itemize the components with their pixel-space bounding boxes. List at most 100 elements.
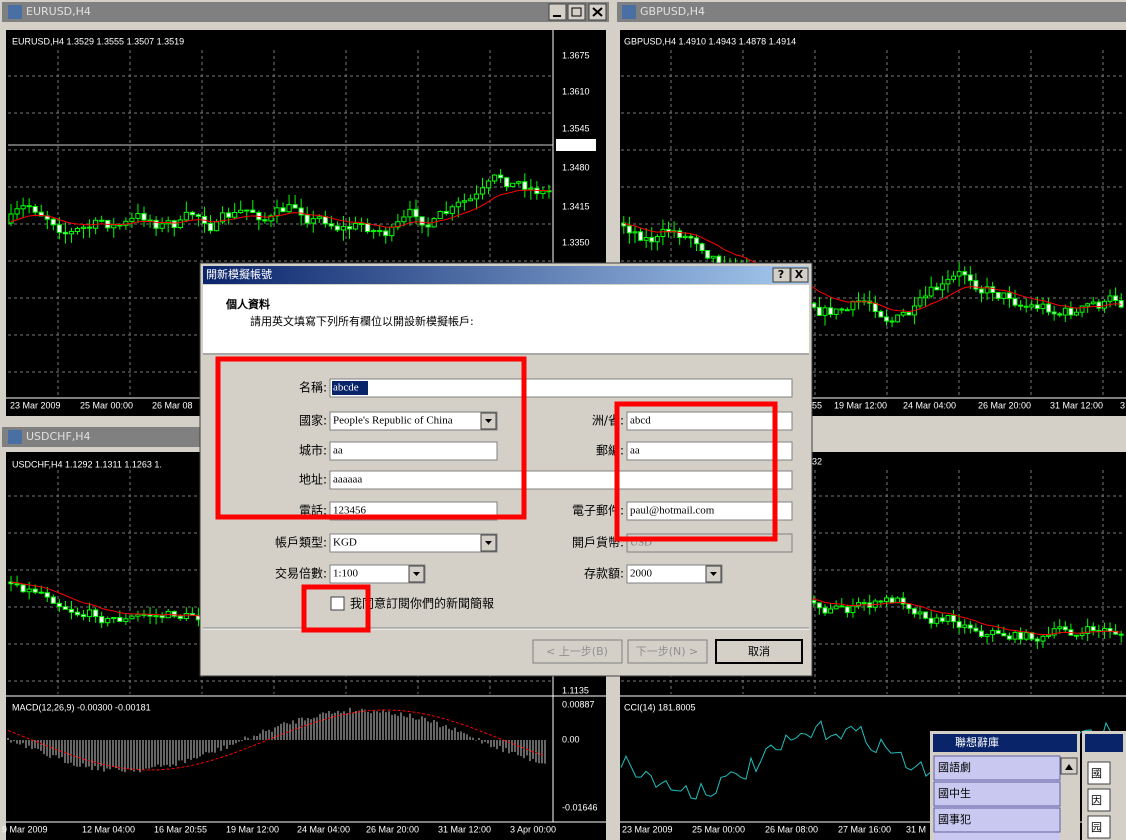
candle-body [889,320,895,323]
candle-body [979,630,984,637]
candle-body [352,223,359,230]
candle-body [189,211,195,216]
ime-side-key[interactable] [1087,788,1111,812]
candle-body [828,608,834,614]
dialog-subheading: 請用英文填寫下列所有欄位以開設新模擬帳戶: [250,314,474,328]
help-button[interactable] [772,267,791,283]
text-input[interactable] [626,441,793,461]
back-button[interactable] [532,639,623,664]
candle-body [1001,292,1007,299]
candle-body [850,605,856,614]
candle-body [504,177,510,188]
dropdown[interactable] [329,411,498,431]
candle-body [86,226,93,229]
ime-side-key[interactable] [1087,815,1111,839]
candle-body [365,223,371,233]
candle-body [939,283,945,291]
candle-body [461,200,467,203]
field-label: 城市: [299,443,327,458]
candle-body [153,615,159,618]
candle-body [159,615,165,619]
time-label: 26 Mar 08:00 [765,824,818,834]
dropdown-arrow [485,419,492,423]
candle-body [44,592,50,598]
axis-labels: 1.3675 1.3610 1.3545 1.3519 1.3480 1.3415 1.33… [2,50,1125,834]
candle-body [1074,634,1079,637]
cancel-button[interactable] [715,639,803,664]
candle-body [1051,311,1057,315]
text-input[interactable] [329,441,498,461]
candle-body [928,286,934,297]
candle-body [226,212,232,218]
candle-body [413,208,419,218]
candle-body [117,617,123,622]
candle-body [945,615,951,622]
candle-body [141,213,147,221]
candle-body [371,230,377,233]
ime-item[interactable] [933,755,1061,781]
candle-body [298,207,304,216]
candle-body [74,611,81,616]
candle-body [1101,627,1107,632]
candle-body [99,616,105,624]
field-label: 存款額: [584,567,624,581]
candle-body [856,602,861,607]
candle-body [74,227,81,232]
text-input[interactable] [329,470,793,490]
dialog-heading: 個人資料 [225,297,270,311]
ime-item[interactable] [933,807,1061,833]
candle-body [1062,307,1068,316]
candle-body [1085,626,1091,634]
dropdown[interactable] [626,564,723,584]
field-value: 1:100 [333,568,359,580]
ime-candidate: 國中生 [938,786,971,800]
signal-line [7,709,546,771]
close-button[interactable] [790,267,809,283]
dropdown[interactable] [329,533,498,553]
next-button[interactable] [627,639,708,664]
ime-side-char: 因 [1091,794,1102,807]
dropdown[interactable] [329,564,426,584]
candle-body [171,610,177,617]
ime-title: 聯想辭庫 [955,735,999,749]
candle-body [316,216,322,220]
candle-body [32,205,38,213]
minimize-button[interactable] [548,3,567,21]
candle-body [1029,304,1035,308]
text-input[interactable] [626,411,793,431]
candle-body [1012,298,1018,306]
window-title: GBPUSD,H4 [640,5,705,18]
checkbox[interactable] [330,596,345,611]
candle-body [425,224,431,228]
candle-body [1046,634,1052,637]
candle-body [1046,303,1052,313]
dialog-header [203,285,809,353]
text-input[interactable] [626,501,793,521]
candle-body [135,213,141,219]
maximize-button[interactable] [567,3,586,21]
candle-body [20,205,26,210]
indicator-label: 0.00 [562,734,580,744]
candle-body [485,180,492,189]
candle-body [923,295,929,299]
text-input[interactable] [329,378,793,398]
candle-body [528,187,534,190]
indicator-info: CCI(14) 181.8005 [624,702,696,712]
candle-body [328,223,334,227]
time-label: 25 Mar 00:00 [692,824,745,834]
candle-body [956,621,962,628]
time-label: 23 Mar 2009 [622,824,673,834]
ime-item[interactable] [933,781,1061,807]
ime-side-key[interactable] [1087,761,1111,785]
candle-body [268,215,274,222]
candle-body [839,605,845,608]
field-value: abcde [333,382,359,394]
candle-body [632,231,638,234]
candle-body [80,226,87,229]
candle-body [1018,631,1024,640]
candle-body [1079,305,1085,313]
candle-body [973,280,979,290]
candle-body [358,223,365,226]
candle-body [928,617,934,624]
candle-body [1107,295,1113,302]
